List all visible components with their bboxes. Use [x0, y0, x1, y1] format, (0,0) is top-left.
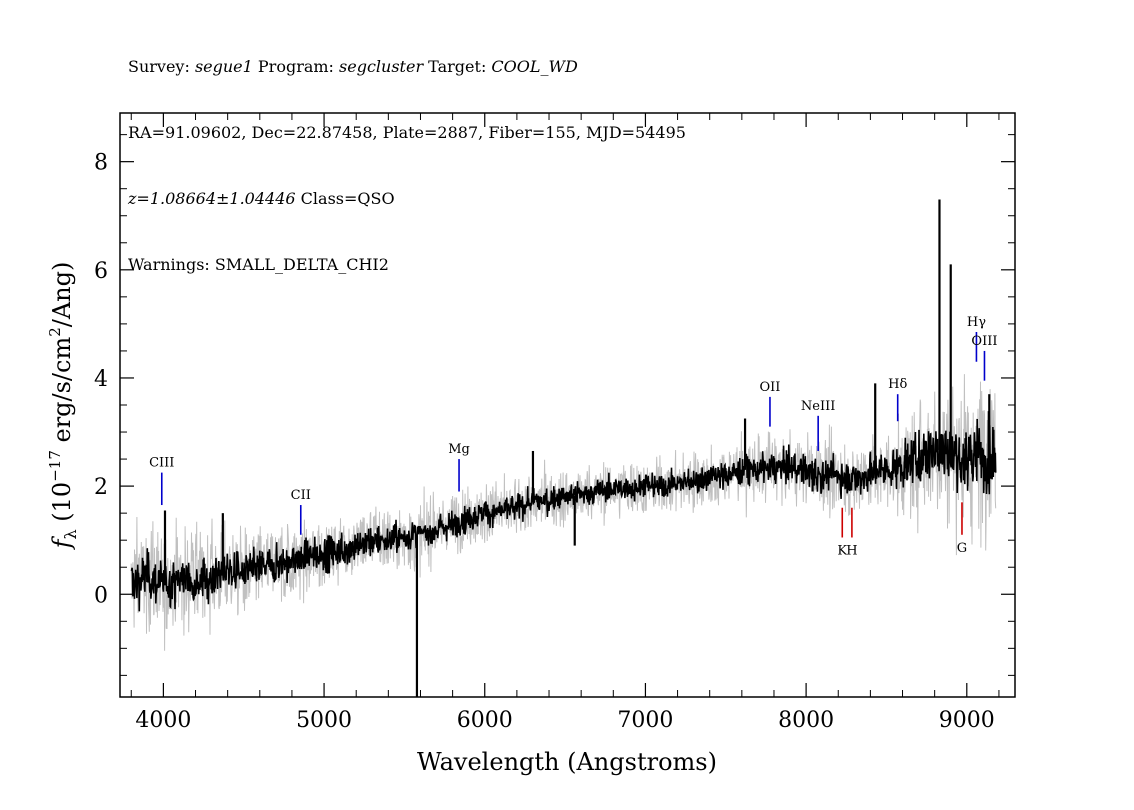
y-axis-label: fλ (10−17 erg/s/cm2/Ang) — [46, 262, 80, 551]
x-tick-label: 8000 — [778, 708, 834, 733]
spectral-line-label-h: H — [846, 543, 857, 558]
x-tick-label: 4000 — [135, 708, 191, 733]
y-tick-label: 8 — [94, 151, 108, 176]
y-tick-label: 2 — [94, 475, 108, 500]
spectral-line-label-k: K — [837, 543, 847, 558]
spectral-line-label-cii: CII — [291, 488, 311, 503]
plot-frame — [119, 112, 1016, 698]
spectral-line-label-h: Hδ — [888, 377, 907, 392]
header-line-redshift: z=1.08664±1.04446 Class=QSO — [128, 189, 395, 208]
y-tick-label: 6 — [94, 259, 108, 284]
header-line-warnings: Warnings: SMALL_DELTA_CHI2 — [128, 255, 389, 274]
spectral-line-label-h: Hγ — [967, 315, 986, 330]
x-tick-label: 6000 — [457, 708, 513, 733]
spectral-line-label-neiii: NeIII — [801, 399, 835, 414]
x-tick-label: 9000 — [939, 708, 995, 733]
x-tick-label: 5000 — [296, 708, 352, 733]
y-tick-label: 4 — [94, 367, 108, 392]
spectral-line-label-mg: Mg — [448, 442, 470, 457]
spectral-line-label-ciii: CIII — [149, 456, 174, 471]
x-axis-label: Wavelength (Angstroms) — [417, 748, 717, 776]
x-tick-label: 7000 — [617, 708, 673, 733]
spectral-line-label-g: G — [957, 541, 967, 556]
header-line-survey: Survey: segue1 Program: segcluster Targe… — [128, 57, 578, 76]
spectral-line-label-oiii: OIII — [971, 334, 997, 349]
spectral-line-label-oii: OII — [759, 380, 780, 395]
header-line-coordinates: RA=91.09602, Dec=22.87458, Plate=2887, F… — [128, 123, 686, 142]
y-tick-label: 0 — [94, 583, 108, 608]
error-spectrum-line — [130, 374, 997, 651]
flux-spectrum-line — [130, 411, 997, 612]
spectrum-header: Survey: segue1 Program: segcluster Targe… — [128, 12, 686, 298]
